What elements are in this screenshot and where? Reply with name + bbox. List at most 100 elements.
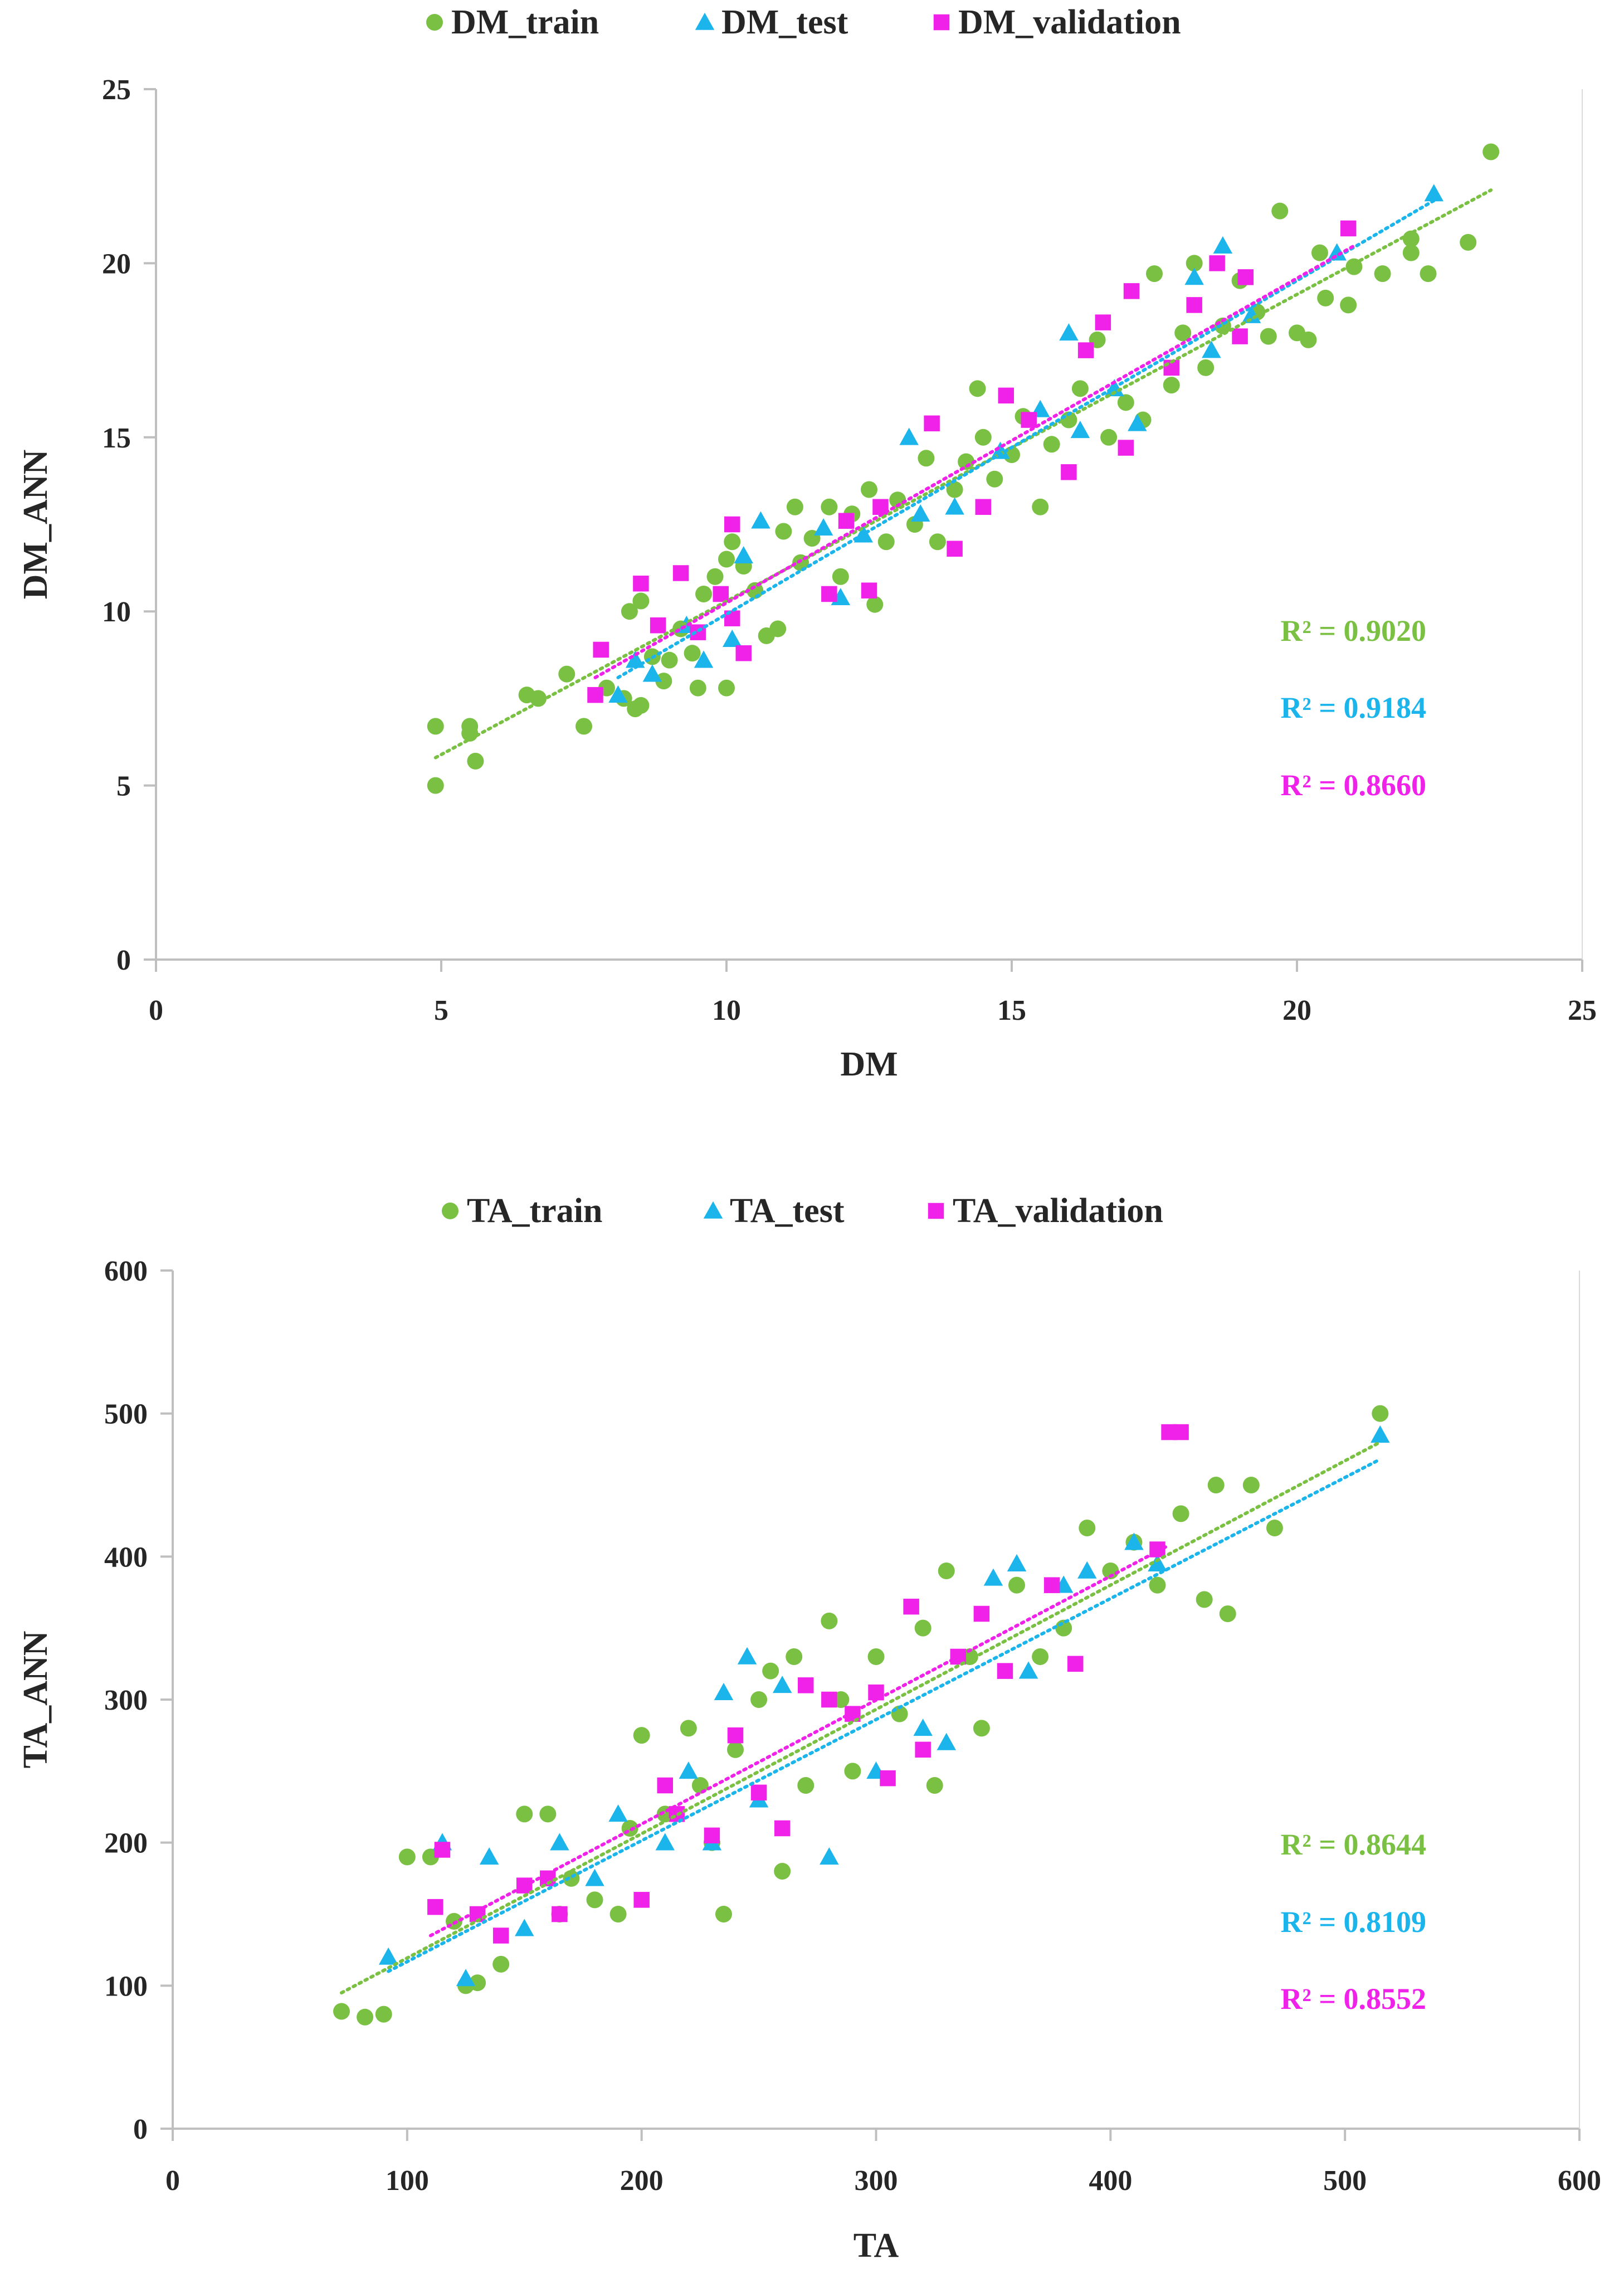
dm-square-point	[838, 513, 855, 529]
dm-circle-point	[724, 533, 741, 551]
ta-trendline-square	[428, 1543, 1171, 1938]
ta-square-point	[903, 1598, 919, 1615]
dm-trendline-square	[593, 244, 1356, 679]
dm-series-square	[587, 220, 1357, 703]
ta-square-point	[997, 1663, 1013, 1679]
dm-triangle-point	[1424, 184, 1444, 202]
dm-legend-label: DM_validation	[958, 3, 1181, 41]
dm-triangle-point	[1213, 236, 1233, 254]
dm-circle-point	[632, 697, 650, 714]
ta-circle-point	[633, 1727, 650, 1744]
dm-circle-point	[861, 481, 877, 498]
ta-triangle-point	[983, 1568, 1003, 1586]
dm-circle-point	[986, 470, 1003, 488]
dm-circle-point	[655, 673, 672, 690]
ta-circle-point	[1079, 1520, 1096, 1536]
dm-triangle-point	[991, 441, 1010, 459]
dm-circle-point	[832, 568, 849, 585]
ta-circle-point	[727, 1741, 744, 1758]
dm-triangle-point	[899, 427, 919, 445]
ta-triangle-point	[456, 1969, 476, 1987]
dm-square-point	[1123, 283, 1140, 299]
ta-circle-point	[1242, 1477, 1260, 1493]
dm-circle-point	[769, 620, 787, 637]
dm-circle-point	[1117, 394, 1134, 411]
ta-series-circle	[333, 1405, 1389, 2026]
dm-y-tick-label: 10	[102, 596, 131, 628]
ta-circle-point	[1055, 1619, 1072, 1637]
dm-x-axis-title: DM	[840, 1045, 898, 1083]
ta-trendline-triangle	[387, 1457, 1382, 1973]
ta-circle-point	[750, 1691, 768, 1708]
dm-triangle-point	[722, 629, 742, 647]
dm-square-point	[1077, 342, 1094, 358]
ta-x-tick-label: 500	[1323, 2165, 1367, 2197]
ta-triangle-point	[714, 1682, 734, 1700]
dm-circle-point	[1174, 324, 1192, 342]
dm-trendline-circle	[433, 188, 1493, 760]
ta-circle-point	[844, 1763, 861, 1780]
ta-triangle-point	[585, 1868, 604, 1886]
ta-triangle-point	[679, 1761, 699, 1779]
dm-circle-point	[467, 752, 484, 770]
ta-circle-point	[1219, 1605, 1236, 1622]
ta-triangle-point	[1148, 1554, 1167, 1571]
ta-circle-point	[333, 2003, 350, 2020]
dm-triangle-point	[910, 504, 930, 522]
ta-x-tick-label: 0	[165, 2165, 180, 2197]
dm-x-tick-label: 0	[149, 995, 163, 1026]
dm-triangle-point	[1184, 267, 1204, 285]
ta-y-tick-label: 300	[104, 1685, 148, 1716]
dm-legend-label: DM_train	[451, 3, 599, 41]
ta-series-triangle	[378, 1425, 1390, 1987]
ta-triangle-point	[937, 1732, 956, 1750]
dm-r2-label-circle: R² = 0.9020	[1281, 614, 1426, 648]
dm-square-point	[633, 575, 649, 592]
ta-y-tick-label: 600	[104, 1255, 148, 1287]
dm-triangle-point	[813, 518, 833, 536]
ta-x-tick-label: 300	[855, 2165, 898, 2197]
dm-triangle-point	[1241, 305, 1261, 323]
ta-chart: 0 100 200 300 400 500 600 0 100 200 300 400 500 600 TA…	[17, 1192, 1601, 2265]
ta-r2-label-square: R² = 0.8552	[1281, 1982, 1426, 2016]
dm-circle-point	[1186, 255, 1203, 272]
ta-square-point	[633, 1892, 650, 1908]
ta-x-tick-label: 100	[386, 2165, 429, 2197]
dm-circle-point	[427, 718, 444, 735]
ta-y-tick-label: 500	[104, 1399, 148, 1430]
dm-triangle-point	[945, 497, 964, 515]
dm-circle-point	[1374, 265, 1391, 283]
ta-triangle-point	[1018, 1661, 1038, 1679]
ta-triangle-point	[737, 1647, 757, 1664]
dm-circle-point	[889, 491, 906, 509]
ta-circle-point	[492, 1955, 510, 1973]
ta-circle-point	[914, 1619, 932, 1637]
dm-chart: 0 5 10 15 20 25 0 5 10 15 20 25 DM DM_ANN DM_train DM_t…	[17, 3, 1597, 1083]
ta-circle-point	[973, 1720, 990, 1737]
dm-circle-point	[1071, 380, 1089, 397]
dm-circle-point	[1317, 289, 1334, 306]
dm-square-point	[821, 586, 837, 602]
dm-triangle-point	[608, 685, 628, 703]
ta-legend-marker-square	[928, 1203, 944, 1219]
ta-square-point	[774, 1820, 791, 1837]
ta-circle-point	[938, 1563, 955, 1579]
dm-square-point	[1232, 328, 1248, 344]
ta-circle-point	[1008, 1576, 1025, 1594]
ta-circle-point	[1032, 1648, 1049, 1665]
dm-x-tick-label: 20	[1282, 995, 1311, 1026]
ta-square-point	[821, 1691, 837, 1708]
dm-circle-point	[427, 777, 444, 794]
ta-r2-label-triangle: R² = 0.8109	[1281, 1905, 1426, 1939]
dm-circle-point	[1100, 429, 1118, 446]
dm-x-tick-label: 25	[1568, 995, 1597, 1026]
dm-circle-point	[1043, 436, 1060, 453]
ta-square-point	[434, 1842, 451, 1858]
dm-trendline-triangle	[616, 198, 1436, 679]
ta-circle-point	[786, 1648, 803, 1665]
dm-y-tick-label: 0	[116, 945, 131, 976]
ta-triangle-point	[913, 1719, 933, 1736]
ta-legend-label: TA_train	[467, 1192, 602, 1230]
ta-triangle-point	[820, 1847, 839, 1865]
